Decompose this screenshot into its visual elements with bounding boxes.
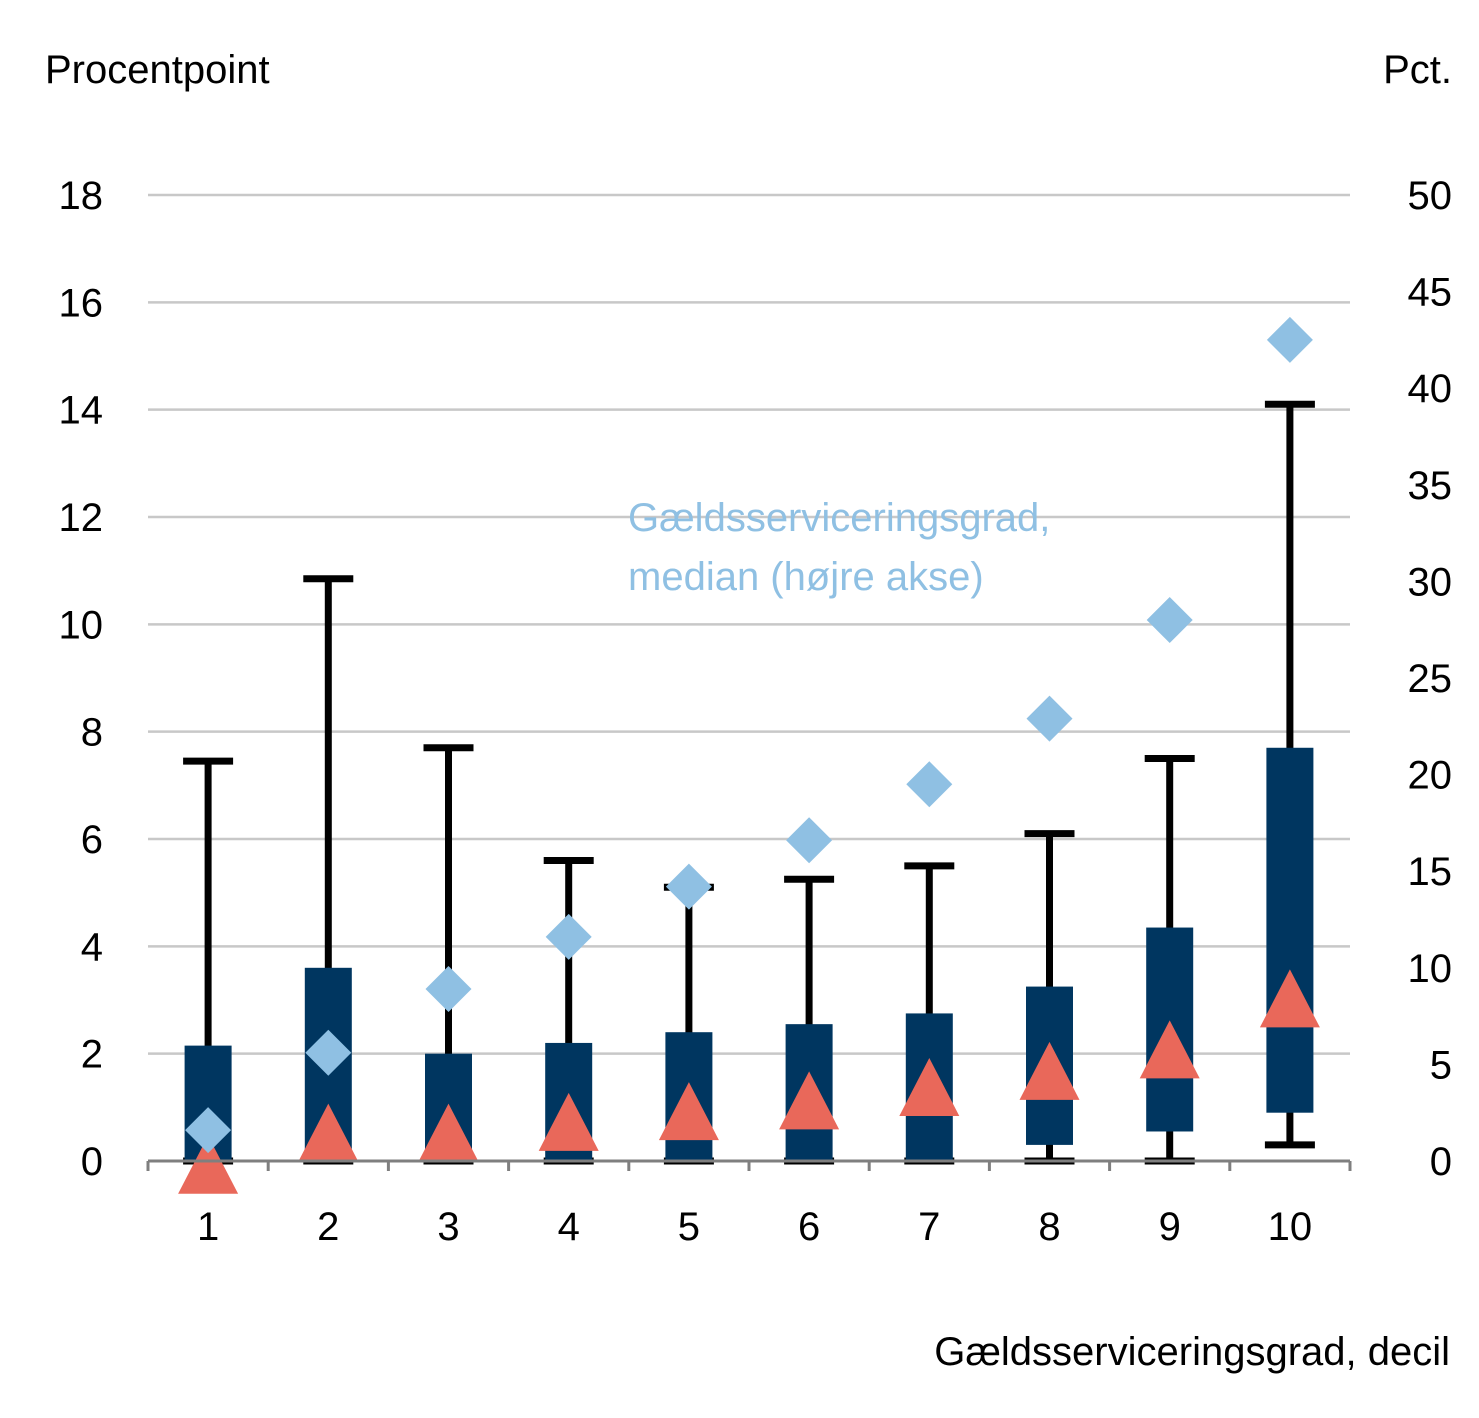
triangle-marker (178, 1135, 239, 1194)
right-axis-unit: Pct. (1383, 48, 1452, 92)
right-tick-label: 35 (1408, 464, 1453, 508)
right-tick-label: 40 (1408, 367, 1453, 411)
gridlines (148, 193, 1350, 1055)
triangle-marker (538, 1092, 599, 1151)
left-tick-label: 2 (81, 1033, 103, 1077)
triangle-marker (658, 1082, 719, 1141)
left-tick-label: 10 (59, 603, 104, 647)
left-tick-label: 12 (59, 496, 104, 540)
x-tick-label: 8 (1038, 1205, 1060, 1249)
triangle-marker (899, 1057, 960, 1116)
left-tick-label: 14 (59, 389, 104, 433)
triangle-marker (1019, 1041, 1080, 1100)
x-tick-label: 4 (558, 1205, 580, 1249)
triangle-marker (1259, 969, 1320, 1028)
diamond-marker (1266, 316, 1313, 363)
diamond-marker (185, 1107, 232, 1154)
right-tick-label: 0 (1430, 1140, 1452, 1184)
right-axis: 0 5 10 15 20 25 30 35 40 45 50 (1408, 174, 1453, 1184)
x-tick-label: 6 (798, 1205, 820, 1249)
plot-area (178, 316, 1320, 1194)
iqr-box (1266, 747, 1314, 1113)
triangle-marker (298, 1103, 359, 1162)
diamond-marker (1146, 597, 1193, 644)
right-tick-label: 20 (1408, 754, 1453, 798)
x-axis-title: Gældsserviceringsgrad, decil (934, 1330, 1450, 1374)
right-tick-label: 25 (1408, 657, 1453, 701)
x-tick-label: 9 (1159, 1205, 1181, 1249)
diamond-marker (786, 817, 833, 864)
right-tick-label: 10 (1408, 947, 1453, 991)
right-tick-label: 15 (1408, 850, 1453, 894)
right-tick-label: 5 (1430, 1043, 1452, 1087)
x-tick-label: 2 (317, 1205, 339, 1249)
diamond-marker (665, 863, 712, 910)
left-tick-label: 0 (81, 1140, 103, 1184)
diamond-marker (906, 761, 953, 808)
diamond-marker (425, 966, 472, 1013)
diamond-marker (1026, 695, 1073, 742)
median-annotation-line-1: Gældsserviceringsgrad, (628, 496, 1050, 540)
left-tick-label: 8 (81, 711, 103, 755)
triangle-marker (418, 1103, 479, 1162)
diamond-marker (545, 913, 592, 960)
x-tick-label: 10 (1268, 1205, 1313, 1249)
median-annotation-line-2: median (højre akse) (628, 555, 984, 599)
right-tick-label: 50 (1408, 174, 1453, 218)
right-tick-label: 30 (1408, 560, 1453, 604)
right-tick-label: 45 (1408, 271, 1453, 315)
x-tick-label: 1 (197, 1205, 219, 1249)
left-tick-label: 4 (81, 925, 103, 969)
left-tick-label: 18 (59, 174, 104, 218)
left-axis: 0 2 4 6 8 10 12 14 16 18 (59, 174, 104, 1184)
left-tick-label: 16 (59, 281, 104, 325)
left-axis-unit: Procentpoint (45, 48, 270, 92)
triangle-marker (1139, 1020, 1200, 1079)
x-tick-label: 5 (678, 1205, 700, 1249)
left-tick-label: 6 (81, 818, 103, 862)
x-axis: 1 2 3 4 5 6 7 8 9 10 (146, 1161, 1352, 1249)
x-tick-label: 7 (918, 1205, 940, 1249)
triangle-marker (779, 1071, 840, 1130)
x-tick-label: 3 (437, 1205, 459, 1249)
diamond-marker (305, 1029, 352, 1076)
